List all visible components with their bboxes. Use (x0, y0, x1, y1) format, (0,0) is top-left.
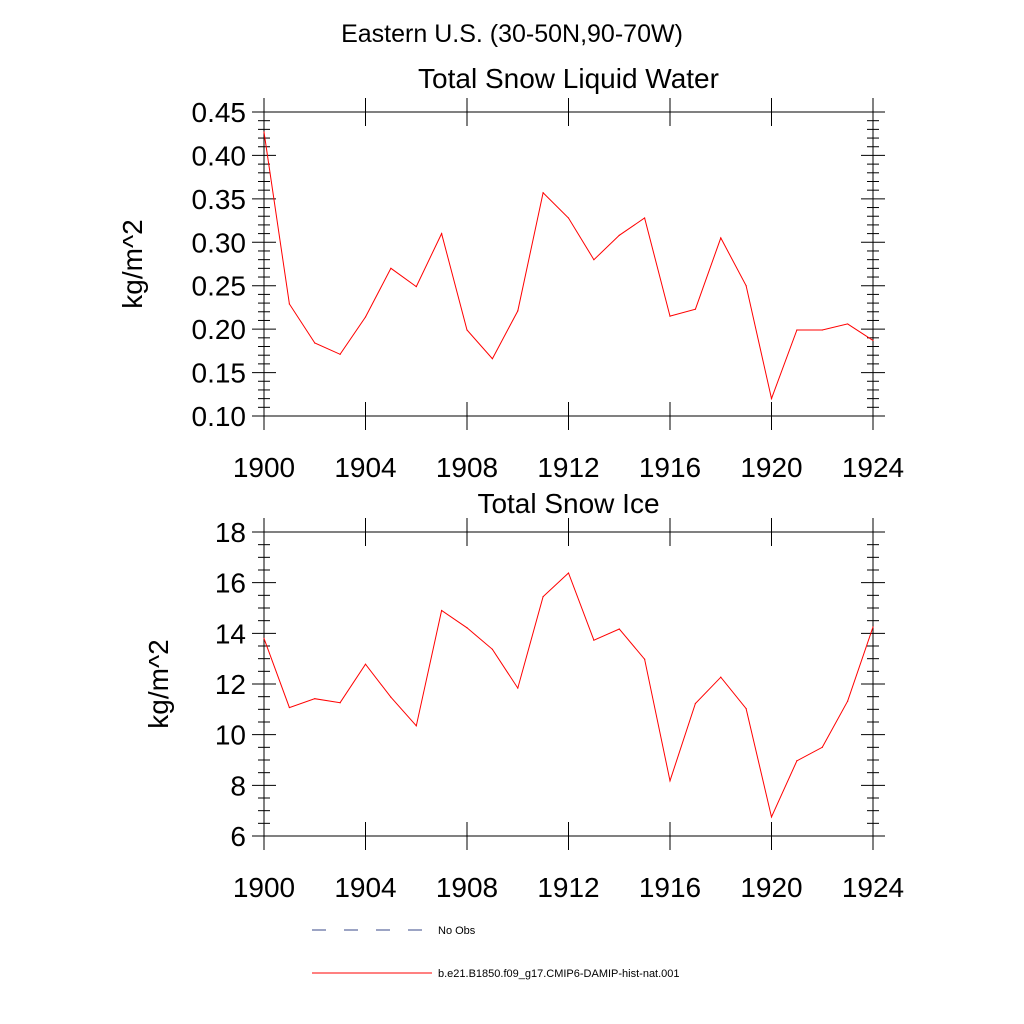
legend-label-no-obs: No Obs (438, 925, 476, 937)
y-tick-label-liquid: 0.15 (192, 358, 247, 389)
y-tick-label-ice: 14 (215, 618, 246, 649)
x-tick-label-liquid: 1904 (334, 452, 396, 483)
y-tick-label-liquid: 0.35 (192, 184, 247, 215)
data-point-ice (288, 706, 290, 709)
data-point-ice (517, 687, 519, 689)
figure-suptitle: Eastern U.S. (30-50N,90-70W) (341, 20, 683, 48)
y-tick-label-ice: 8 (230, 770, 246, 801)
x-tick-label-ice: 1908 (436, 872, 498, 903)
data-point-liquid (720, 237, 722, 239)
data-point-liquid (770, 398, 773, 400)
data-point-ice (314, 698, 316, 700)
x-tick-label-liquid: 1900 (233, 452, 295, 483)
data-point-liquid (796, 329, 798, 331)
data-point-liquid (821, 329, 823, 331)
series-line-liquid (263, 131, 874, 401)
y-tick-label-liquid: 0.25 (192, 271, 247, 302)
panel-snow-ice: Total Snow Ice 6 8 10 12 14 16 18 1900 1904 1908 19… (143, 488, 904, 903)
data-point-liquid (745, 285, 747, 287)
y-tick-label-ice: 10 (215, 720, 246, 751)
x-tick-label-liquid: 1912 (537, 452, 599, 483)
data-point-liquid (491, 358, 493, 360)
series-line-ice (263, 572, 874, 819)
data-point-ice (491, 648, 493, 650)
data-point-liquid (364, 316, 367, 318)
data-point-ice (263, 637, 265, 640)
x-tick-label-ice: 1900 (233, 872, 295, 903)
data-point-liquid (567, 217, 570, 219)
data-point-ice (466, 627, 468, 629)
chart-title-liquid: Total Snow Liquid Water (418, 63, 719, 94)
data-point-ice (644, 658, 646, 660)
x-tick-label-ice: 1912 (537, 872, 599, 903)
y-axis-label-liquid: kg/m^2 (117, 219, 148, 308)
x-tick-label-liquid: 1916 (639, 452, 701, 483)
chart-title-ice: Total Snow Ice (477, 488, 659, 519)
data-point-ice (821, 746, 823, 748)
x-tick-label-liquid: 1924 (842, 452, 904, 483)
legend-label-model: b.e21.B1850.f09_g17.CMIP6-DAMIP-hist-nat… (438, 968, 680, 980)
data-point-ice (415, 725, 417, 727)
data-point-liquid (415, 285, 417, 288)
y-tick-label-liquid: 0.40 (192, 140, 247, 171)
y-tick-label-liquid: 0.10 (192, 401, 247, 432)
data-point-liquid (847, 323, 849, 325)
data-point-ice (567, 572, 570, 574)
data-point-liquid (593, 259, 595, 261)
y-tick-label-ice: 16 (215, 568, 246, 599)
data-point-ice (339, 702, 341, 704)
data-point-liquid (288, 303, 290, 305)
data-point-liquid (441, 233, 443, 235)
legend: No Obs b.e21.B1850.f09_g17.CMIP6-DAMIP-h… (312, 925, 680, 980)
y-tick-label-liquid: 0.20 (192, 314, 247, 345)
data-point-ice (847, 700, 849, 702)
data-point-ice (669, 780, 671, 782)
data-point-liquid (339, 353, 341, 355)
data-point-liquid (694, 308, 696, 310)
panel-snow-liquid-water: Total Snow Liquid Water 0.10 0.15 0.20 0.25 0… (117, 63, 904, 483)
data-point-liquid (872, 339, 874, 342)
data-point-ice (390, 696, 392, 698)
x-tick-label-ice: 1924 (842, 872, 904, 903)
data-point-liquid (542, 192, 544, 194)
data-point-ice (796, 760, 798, 762)
x-tick-label-ice: 1916 (639, 872, 701, 903)
data-point-ice (770, 816, 773, 818)
data-point-ice (872, 626, 874, 628)
y-tick-label-ice: 12 (215, 669, 246, 700)
data-point-liquid (644, 217, 646, 219)
data-point-liquid (263, 131, 265, 133)
x-tick-label-ice: 1904 (334, 872, 396, 903)
data-point-ice (618, 628, 620, 630)
data-point-liquid (517, 310, 519, 312)
data-point-ice (542, 596, 544, 598)
data-point-ice (745, 707, 747, 710)
data-point-liquid (390, 267, 392, 269)
x-tick-label-liquid: 1908 (436, 452, 498, 483)
data-point-ice (364, 663, 367, 665)
x-tick-label-ice: 1920 (740, 872, 802, 903)
data-point-ice (720, 676, 722, 678)
data-point-ice (441, 609, 443, 612)
y-tick-label-ice: 18 (215, 517, 246, 548)
data-point-ice (694, 702, 696, 705)
data-point-liquid (618, 234, 620, 236)
y-tick-label-liquid: 0.30 (192, 227, 247, 258)
data-point-liquid (314, 342, 316, 344)
data-point-ice (593, 639, 595, 641)
y-tick-label-ice: 6 (230, 821, 246, 852)
data-point-liquid (669, 315, 671, 317)
data-point-liquid (466, 329, 468, 331)
plot-frame-ice (263, 531, 874, 837)
y-tick-label-liquid: 0.45 (192, 97, 247, 128)
y-axis-label-ice: kg/m^2 (143, 639, 174, 728)
x-tick-label-liquid: 1920 (740, 452, 802, 483)
